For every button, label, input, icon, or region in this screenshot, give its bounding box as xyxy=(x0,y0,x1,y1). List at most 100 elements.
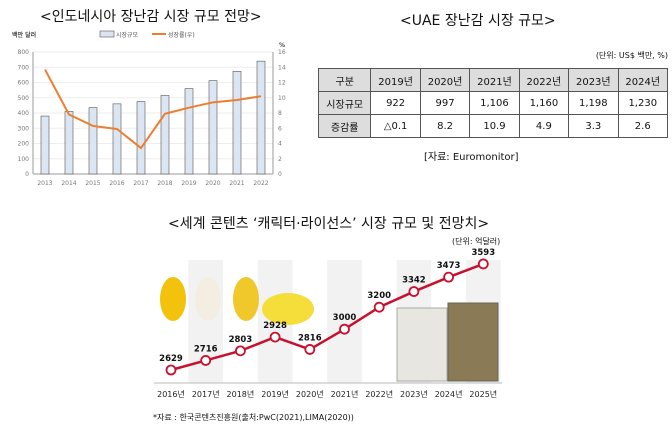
x-tick-label: 2020년 xyxy=(296,389,324,399)
data-point xyxy=(165,364,177,376)
x-tick-label: 2021년 xyxy=(331,389,359,399)
x-tick-label: 2018년 xyxy=(227,389,255,399)
x-tick-label: 2019년 xyxy=(261,389,289,399)
data-label: 2816 xyxy=(298,333,322,343)
data-point xyxy=(443,271,455,283)
bar xyxy=(136,101,146,175)
x-tick-label: 2014 xyxy=(61,180,76,187)
x-tick-label: 2016 xyxy=(109,180,124,187)
table-cell: 1,230 xyxy=(617,91,669,115)
y-tick-label: 500 xyxy=(18,95,30,102)
x-tick-label: 2024년 xyxy=(435,389,463,399)
data-label: 3000 xyxy=(333,313,357,323)
character-toy-image xyxy=(233,277,259,321)
legend-line-label: 성장률(우) xyxy=(168,31,195,39)
x-tick-label: 2015 xyxy=(85,180,100,187)
y2-tick-label: 6 xyxy=(278,125,282,132)
x-tick-label: 2016년 xyxy=(157,389,185,399)
y-tick-label: 600 xyxy=(18,80,30,87)
table-cell: 시장규모 xyxy=(317,91,372,115)
y-tick-label: 300 xyxy=(18,125,30,132)
uae-unit: (단위: US$ 백만, %) xyxy=(595,51,668,60)
table-cell: 922 xyxy=(370,91,421,115)
table-cell: 997 xyxy=(419,91,471,115)
data-point xyxy=(408,286,420,297)
data-label: 2803 xyxy=(229,335,253,345)
indonesia-chart: 백만 달러 시장규모 성장률(우)% 0 100 200 300 400 500 600 700 80… xyxy=(12,30,286,187)
x-tick-label: 2025년 xyxy=(469,389,497,399)
world-source: *자료 : 한국콘텐츠진흥원(출처:PwC(2021),LIMA(2020)) xyxy=(153,413,354,422)
data-point xyxy=(477,258,489,270)
y2-tick-label: 2 xyxy=(278,156,282,163)
data-point xyxy=(269,331,281,343)
x-tick-label: 2017년 xyxy=(192,389,220,399)
table-cell: 4.9 xyxy=(518,114,570,138)
world-chart: 2016년 2017년 2018년 2019년 2020년 2021년 2022년 2023년… xyxy=(154,248,502,399)
header-cell: 2020년 xyxy=(419,68,471,92)
header-cell: 2023년 xyxy=(568,68,619,92)
x-tick-label: 2022년 xyxy=(365,389,393,399)
bar xyxy=(112,103,122,175)
table-cell: 2.6 xyxy=(617,114,669,138)
table-cell: △0.1 xyxy=(370,114,421,138)
header-cell: 2021년 xyxy=(469,68,520,92)
header-cell: 2024년 xyxy=(617,68,669,92)
bar xyxy=(208,80,218,175)
table-header: 구분 2019년 2020년 2021년 2022년 2023년 2024년 xyxy=(317,68,669,92)
x-tick-label: 2019 xyxy=(181,180,196,187)
y2-tick-label: 14 xyxy=(278,64,286,71)
data-label: 2716 xyxy=(194,344,218,354)
y2-tick-label: 4 xyxy=(278,141,282,148)
y-tick-label: 100 xyxy=(18,156,30,163)
world-unit: (단위: 억달러) xyxy=(452,237,501,246)
character-toy-image xyxy=(160,277,186,321)
data-point xyxy=(200,355,212,366)
y-tick-label: 700 xyxy=(18,64,30,71)
uae-title: <UAE 장난감 시장 규모> xyxy=(400,13,556,29)
y-tick-label: 0 xyxy=(25,171,29,178)
y-tick-label: 200 xyxy=(18,141,30,148)
y-tick-label: 800 xyxy=(18,49,30,56)
bar xyxy=(232,71,242,175)
character-toy-image xyxy=(262,293,314,325)
table-cell: 3.3 xyxy=(568,114,619,138)
table-row: 시장규모 922 997 1,106 1,160 1,198 1,230 xyxy=(317,91,669,115)
table-cell: 10.9 xyxy=(469,114,520,138)
header-cell: 2019년 xyxy=(370,68,421,92)
y2-tick-label: 12 xyxy=(278,80,286,87)
indonesia-chart-title: <인도네시아 장난감 시장 규모 전망> xyxy=(40,9,262,25)
header-cell: 2022년 xyxy=(518,68,570,92)
world-chart-title: <세계 콘텐츠 ‘캐릭터·라이선스’ 시장 규모 및 전망치> xyxy=(168,216,490,232)
y2-tick-label: 16 xyxy=(278,49,286,56)
uae-table: 구분 2019년 2020년 2021년 2022년 2023년 2024년 시장규모 922 9… xyxy=(317,68,669,138)
bar xyxy=(256,60,266,175)
table-cell: 1,198 xyxy=(568,91,619,115)
uae-source: [자료: Euromonitor] xyxy=(424,152,519,163)
data-label: 2928 xyxy=(263,321,287,331)
x-tick-label: 2023년 xyxy=(400,389,428,399)
x-tick-label: 2018 xyxy=(157,180,172,187)
book-cover-image xyxy=(396,307,448,382)
data-point xyxy=(235,345,246,357)
data-point xyxy=(304,344,316,355)
bar xyxy=(184,88,194,175)
x-tick-label: 2021 xyxy=(229,180,244,187)
table-cell: 8.2 xyxy=(419,114,471,138)
y2-tick-label: 8 xyxy=(278,110,282,117)
y2-axis-label: % xyxy=(279,42,285,49)
header-cell: 구분 xyxy=(317,68,372,92)
data-label: 3200 xyxy=(367,291,391,301)
market-line xyxy=(170,262,484,372)
data-label: 2629 xyxy=(159,354,183,364)
data-label: 3593 xyxy=(471,248,495,258)
x-tick-label: 2022 xyxy=(253,180,268,187)
character-toy-image xyxy=(195,277,221,321)
x-tick-label: 2013 xyxy=(37,180,52,187)
y-axis-label: 백만 달러 xyxy=(12,31,36,39)
legend-bar-swatch xyxy=(99,30,115,38)
data-point xyxy=(373,301,385,313)
legend-bar-label: 시장규모 xyxy=(116,31,139,39)
y-tick-label: 400 xyxy=(18,110,30,117)
table-cell: 1,160 xyxy=(518,91,570,115)
data-point xyxy=(339,323,350,335)
